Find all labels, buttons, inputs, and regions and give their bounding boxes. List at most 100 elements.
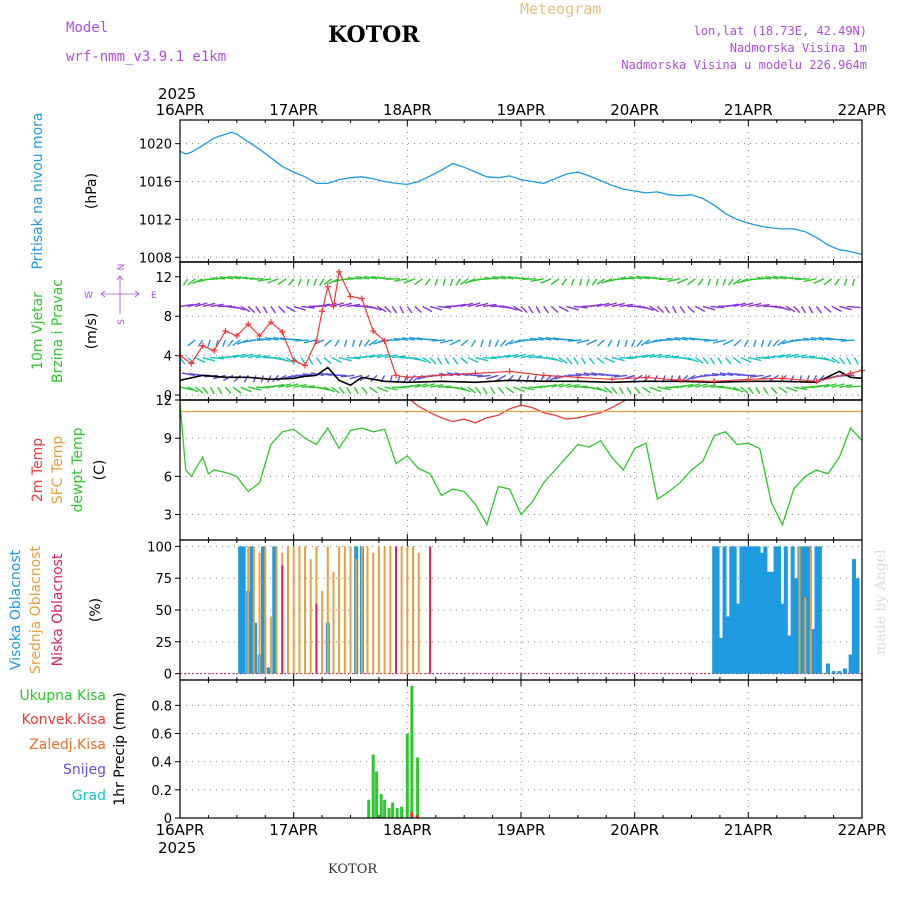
- wind-barb: [452, 386, 466, 391]
- wind-barb: [813, 278, 825, 284]
- wind-barb: [694, 357, 704, 364]
- wind-gust-marker: [574, 374, 581, 381]
- cloud-bar: [756, 546, 761, 674]
- wind-barb: [748, 356, 762, 362]
- wind-gust-marker: [847, 370, 854, 377]
- wind-barb: [270, 306, 276, 314]
- xaxis-top-label: 21APR: [724, 101, 773, 119]
- wind-barb: [597, 339, 605, 347]
- wind-barb: [338, 302, 352, 308]
- wind-barb: [240, 353, 254, 359]
- wind-barb: [551, 356, 563, 363]
- wind-barb: [520, 386, 535, 391]
- wind-barb: [522, 278, 537, 280]
- wind-barb: [573, 385, 588, 388]
- wind-barb: [586, 339, 598, 346]
- cloud-bar: [275, 546, 278, 674]
- ylabel-wind-2: Brzina i Pravac: [50, 279, 66, 383]
- wind-barb: [589, 303, 603, 308]
- xaxis-bottom-label: 22APR: [838, 821, 887, 839]
- wind-barb: [589, 386, 602, 391]
- wind-barb: [423, 338, 438, 341]
- wind-barb: [687, 383, 701, 388]
- cloud-bar: [400, 546, 403, 674]
- compass-arrows: [100, 275, 140, 314]
- elevation-text: Nadmorska Visina 1m: [729, 41, 867, 55]
- wind-barb: [331, 356, 342, 364]
- ytick-label: 100: [147, 540, 172, 555]
- wind-barb: [181, 372, 196, 377]
- panel-precip: 0 0.2 0.4 0.6 0.8: [151, 680, 863, 827]
- wind-barb: [338, 356, 352, 362]
- wind-barb: [391, 306, 398, 314]
- wind-gust-marker: [779, 375, 786, 382]
- wind-barb: [558, 305, 569, 313]
- xaxis-top-label: 16APR: [156, 101, 205, 119]
- cloud-bar: [264, 546, 267, 674]
- cloud-bar: [429, 546, 432, 674]
- compass-e: E: [151, 291, 157, 301]
- wind-barb: [358, 339, 363, 347]
- wind-barb: [232, 386, 242, 394]
- wind-barb: [207, 339, 211, 348]
- cloud-bar: [412, 546, 414, 674]
- wind-barb: [414, 356, 427, 363]
- ytick-label: 1008: [139, 251, 172, 266]
- wind-barb: [437, 385, 452, 388]
- precip-bar: [410, 685, 414, 818]
- wind-barb: [437, 305, 452, 309]
- precip-legend-3: Zaledj.Kisa: [29, 737, 106, 753]
- model-label: Model: [66, 20, 109, 36]
- wind-barb: [772, 339, 780, 347]
- wind-barb: [695, 383, 708, 388]
- wind-barb: [748, 302, 762, 308]
- pressure-line: [179, 131, 863, 256]
- ylabel-temp-1: 2m Temp: [30, 438, 46, 502]
- wind-barb: [323, 339, 333, 347]
- ylabel-temp-3: dewpt Temp: [70, 427, 86, 512]
- wind-barb: [484, 277, 499, 280]
- wind-barb: [272, 336, 287, 341]
- model-name: wrf-nmm_v3.9.1 e1km: [66, 49, 227, 65]
- wind-barb: [604, 302, 617, 308]
- wind-barb: [313, 278, 318, 286]
- wind-barb: [777, 339, 787, 346]
- wind-barb: [232, 353, 246, 359]
- wind-barb: [528, 306, 534, 314]
- wind-barb: [227, 275, 241, 280]
- wind-barb: [770, 354, 785, 359]
- cloud-bar: [349, 546, 352, 674]
- wind-barb: [467, 356, 479, 364]
- wind-barb: [696, 338, 711, 341]
- wind-barb: [285, 305, 296, 313]
- wind-barb: [455, 278, 461, 286]
- precip-bar: [405, 733, 409, 818]
- wind-gust-marker: [279, 328, 286, 335]
- wind-barb: [794, 278, 810, 281]
- wind-barb: [409, 336, 423, 341]
- model-elevation-text: Nadmorska Visina u modelu 226.964m: [621, 58, 867, 72]
- cloud-bar: [266, 667, 271, 674]
- wind-barb: [634, 386, 641, 395]
- wind-barb: [823, 383, 837, 388]
- cloud-bar: [332, 571, 335, 674]
- cloud-bar: [749, 546, 754, 674]
- wind-barb: [211, 277, 226, 280]
- wind-barb: [772, 275, 787, 280]
- wind-barb: [363, 275, 378, 280]
- wind-barb: [376, 305, 387, 313]
- cloud-bar: [831, 671, 836, 674]
- wind-barb: [839, 384, 853, 388]
- wind-barb: [392, 355, 406, 359]
- wind-barb: [265, 337, 279, 341]
- wind-barb: [649, 386, 662, 393]
- wind-barb: [679, 383, 694, 388]
- wind-barb: [740, 386, 749, 394]
- ylabel-pressure-unit: (hPa): [84, 173, 100, 209]
- cloud-bar: [825, 663, 830, 674]
- ytick-label: 8: [164, 310, 172, 325]
- cloud-bar: [287, 546, 289, 674]
- wind-barb: [253, 375, 257, 383]
- wind-barb: [664, 306, 670, 314]
- wind-barb: [496, 374, 507, 382]
